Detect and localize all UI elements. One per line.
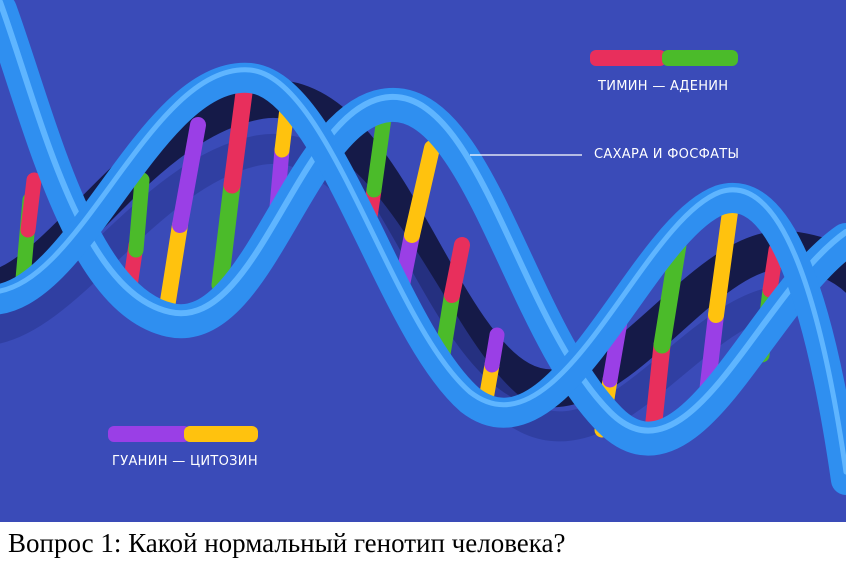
base-pair	[172, 117, 206, 233]
helix-second-strand-highlight	[0, 67, 846, 475]
base-pair	[653, 236, 687, 354]
label-thymine-adenine: ТИМИН — АДЕНИН	[598, 79, 729, 94]
question-text: Вопрос 1: Какой нормальный генотип челов…	[8, 528, 566, 558]
base-pair	[708, 204, 738, 323]
helix-front-strand-highlight	[0, 0, 846, 434]
base-pair	[128, 172, 150, 258]
helix-front-strand	[0, 0, 846, 456]
base-pair	[20, 172, 42, 238]
helix-second-strand	[0, 62, 846, 495]
base-pair	[366, 110, 392, 198]
legend-thymine-adenine-bar	[590, 50, 738, 66]
label-guanine-cytosine: ГУАНИН — ЦИТОЗИН	[112, 454, 258, 469]
legend-guanine-cytosine-bar	[108, 426, 258, 442]
base-pair	[762, 242, 784, 298]
base-pair	[404, 140, 440, 243]
base-pair	[211, 176, 241, 294]
base-pair	[223, 76, 254, 194]
dna-helix-illustration	[0, 0, 846, 522]
base-pair	[484, 327, 505, 373]
base-pair	[444, 237, 470, 303]
label-sugars-phosphates: САХАРА И ФОСФАТЫ	[594, 147, 740, 162]
